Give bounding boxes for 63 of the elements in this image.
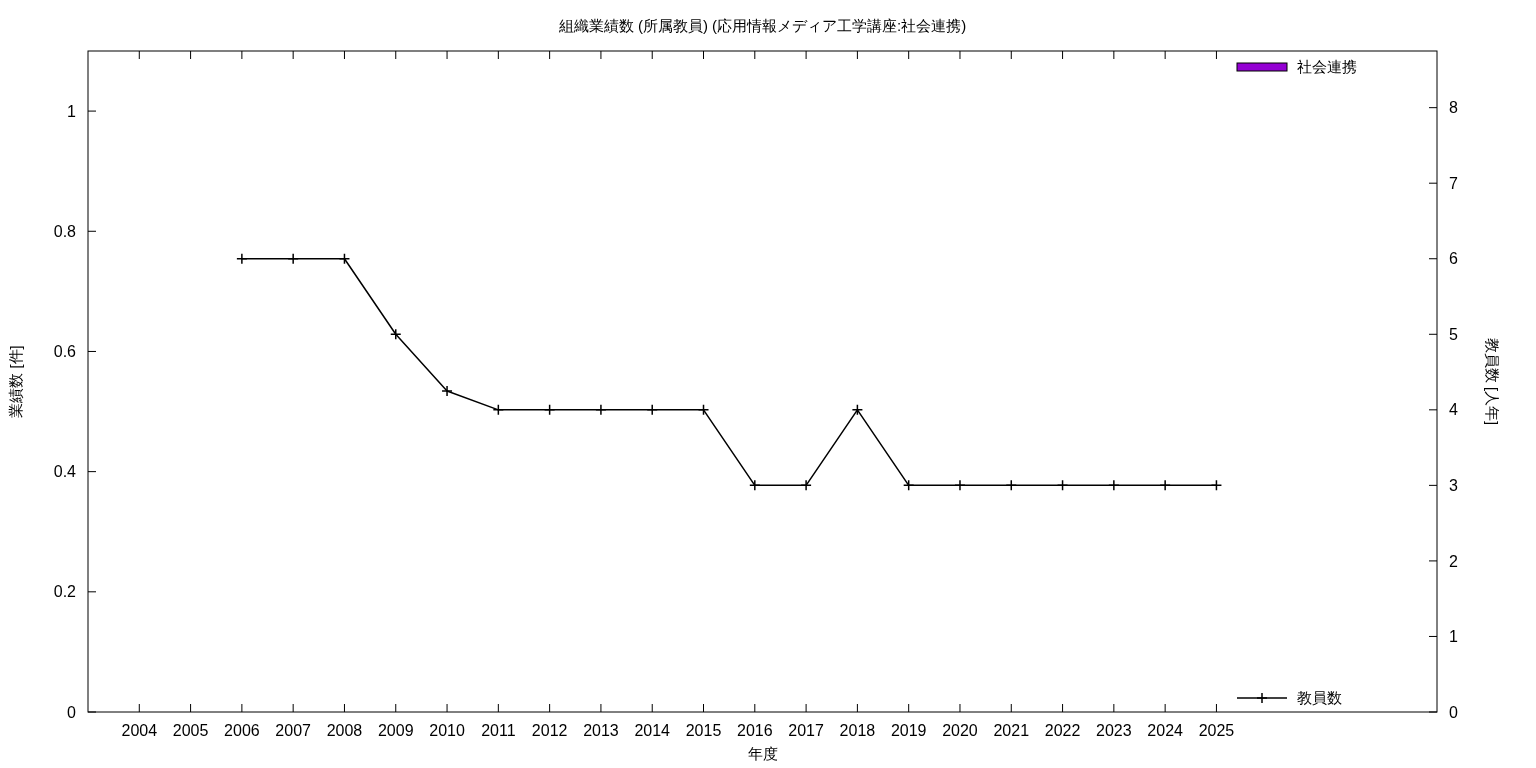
x-tick-label: 2024	[1147, 721, 1184, 739]
y-tick-label: 1	[67, 102, 77, 120]
point	[338, 252, 351, 265]
point	[287, 252, 299, 265]
point	[851, 404, 864, 416]
point	[236, 252, 248, 265]
point	[1159, 479, 1171, 492]
y-tick-label: 0.6	[53, 343, 77, 361]
x-tick-label: 2021	[993, 721, 1030, 739]
point	[441, 385, 453, 397]
y2-tick-label: 1	[1449, 628, 1458, 646]
point	[492, 404, 505, 416]
x-tick-label: 2008	[326, 721, 363, 739]
x-tick-label: 2014	[634, 721, 671, 739]
legend-label: 社会連携	[1297, 58, 1357, 76]
x-tick-label: 2012	[531, 721, 568, 739]
y2-tick-label: 3	[1449, 476, 1458, 494]
point	[1056, 479, 1069, 492]
point	[749, 479, 761, 492]
point	[902, 479, 915, 492]
point	[1005, 479, 1018, 492]
x-tick-label: 2018	[839, 721, 876, 739]
y-tick-label: 0.8	[53, 222, 77, 240]
chart-title: 組織業績数 (所属教員) (応用情報メディア工学講座:社会連携)	[557, 17, 967, 35]
y2-tick-label: 7	[1449, 174, 1458, 192]
y-axis-title: 業績数 [件]	[7, 345, 25, 418]
point	[595, 404, 607, 416]
legend-label: 教員数	[1297, 689, 1342, 707]
point	[800, 479, 812, 492]
x-tick-label: 2004	[121, 721, 158, 739]
y2-axis-title: 教員数 [人年]	[1483, 337, 1501, 426]
x-tick-label: 2011	[481, 721, 516, 739]
x-tick-label: 2022	[1044, 721, 1081, 739]
x-tick-label: 2005	[172, 721, 209, 739]
point	[1210, 479, 1223, 492]
point	[543, 404, 556, 416]
point	[390, 328, 402, 341]
point	[697, 404, 710, 416]
point	[954, 479, 966, 492]
x-axis-title: 年度	[747, 745, 778, 763]
x-tick-label: 2017	[788, 721, 824, 739]
x-tick-label: 2009	[377, 721, 414, 739]
point	[646, 404, 658, 416]
x-tick-label: 2010	[429, 721, 465, 739]
y2-tick-label: 6	[1449, 250, 1458, 268]
y2-tick-label: 0	[1449, 703, 1458, 721]
y2-tick-label: 5	[1449, 325, 1458, 343]
x-tick-label: 2015	[685, 721, 722, 739]
x-tick-label: 2023	[1096, 721, 1132, 739]
y2-tick-label: 8	[1449, 99, 1458, 117]
point	[1108, 479, 1120, 492]
x-tick-label: 2019	[890, 721, 927, 739]
x-tick-label: 2020	[942, 721, 978, 739]
x-tick-label: 2006	[224, 721, 260, 739]
y-tick-label: 0	[67, 703, 77, 721]
y-tick-label: 0.2	[53, 583, 77, 601]
x-tick-label: 2016	[737, 721, 773, 739]
x-tick-label: 2013	[583, 721, 619, 739]
y-tick-label: 0.4	[53, 463, 77, 481]
y2-tick-label: 4	[1449, 401, 1458, 419]
x-tick-label: 2025	[1198, 721, 1235, 739]
x-tick-label: 2007	[275, 721, 312, 739]
y2-tick-label: 2	[1449, 552, 1458, 570]
